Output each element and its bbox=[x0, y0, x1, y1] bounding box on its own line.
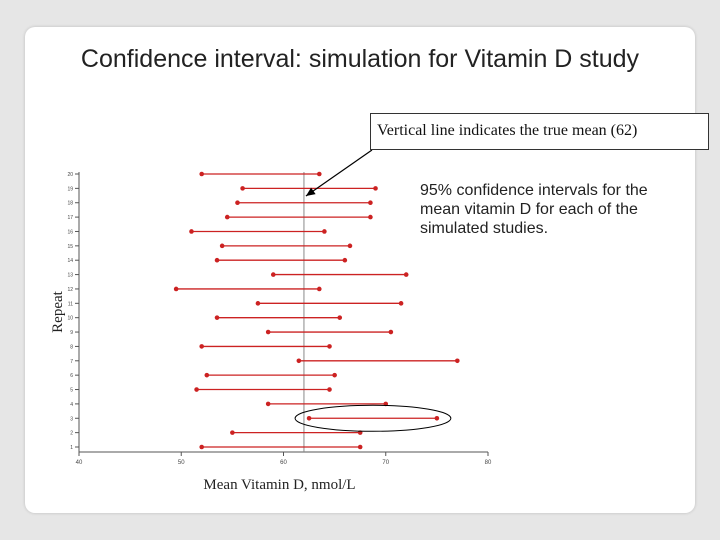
y-axis-label: Repeat bbox=[50, 290, 66, 332]
x-tick-label: 80 bbox=[485, 460, 492, 466]
chart-description: 95% confidence intervals for the mean vi… bbox=[420, 182, 648, 237]
interval-lower-point bbox=[214, 257, 220, 263]
y-tick-label: 15 bbox=[67, 244, 73, 250]
y-tick-label: 1 bbox=[70, 445, 73, 451]
callout-box: Vertical line indicates the true mean (6… bbox=[370, 113, 709, 150]
interval-lower-point bbox=[306, 415, 312, 421]
interval-upper-point bbox=[368, 214, 373, 220]
y-tick-label: 10 bbox=[67, 316, 73, 322]
x-ticks: 40 50 60 70 80 bbox=[76, 452, 492, 466]
interval-lower-point bbox=[265, 329, 271, 335]
y-tick-label: 19 bbox=[67, 186, 73, 192]
interval-lower-point bbox=[189, 229, 194, 234]
interval-lower-point bbox=[255, 301, 261, 306]
y-tick-label: 11 bbox=[68, 301, 73, 307]
interval-upper-point bbox=[347, 243, 353, 249]
interval-upper-point bbox=[403, 272, 409, 277]
y-tick-label: 18 bbox=[67, 201, 73, 207]
interval-lower-point bbox=[240, 186, 245, 191]
y-tick-label: 17 bbox=[67, 215, 73, 221]
y-tick-label: 14 bbox=[67, 258, 73, 264]
x-tick-label: 40 bbox=[76, 460, 83, 466]
interval-lower-point bbox=[219, 243, 225, 249]
x-axis-label: Mean Vitamin D, nmol/L bbox=[203, 477, 355, 493]
highlight-ellipse bbox=[294, 404, 452, 432]
y-tick-label: 16 bbox=[67, 229, 73, 235]
interval-lower-point bbox=[173, 286, 179, 292]
interval-lower-point bbox=[194, 387, 199, 392]
interval-upper-point bbox=[327, 344, 332, 349]
y-tick-label: 20 bbox=[67, 172, 73, 178]
interval-upper-point bbox=[316, 171, 322, 177]
interval-lower-point bbox=[224, 214, 230, 220]
x-tick-label: 70 bbox=[382, 460, 389, 466]
y-tick-label: 6 bbox=[70, 373, 73, 379]
y-tick-label: 2 bbox=[70, 431, 73, 437]
y-tick-label: 9 bbox=[70, 330, 73, 336]
interval-lower-point bbox=[270, 272, 276, 277]
callout-arrow bbox=[305, 149, 373, 197]
slide-title: Confidence interval: simulation for Vita… bbox=[80, 45, 640, 73]
y-ticks: 20 19 18 17 16 15 14 13 12 11 10 9 8 7 6 5 4 3 2 1 bbox=[67, 172, 79, 451]
interval-lower-point bbox=[214, 315, 220, 320]
interval-upper-point bbox=[322, 229, 327, 234]
y-tick-label: 3 bbox=[70, 416, 73, 422]
interval-lower-point bbox=[199, 344, 204, 349]
interval-lower-point bbox=[265, 401, 271, 407]
interval-upper-point bbox=[332, 372, 337, 378]
y-tick-label: 7 bbox=[70, 359, 73, 365]
interval-lower-point bbox=[230, 430, 235, 435]
interval-upper-point bbox=[327, 387, 332, 392]
interval-upper-point bbox=[342, 257, 348, 263]
interval-upper-point bbox=[337, 315, 343, 320]
y-tick-label: 4 bbox=[70, 402, 73, 408]
interval-upper-point bbox=[398, 301, 404, 306]
x-tick-label: 50 bbox=[178, 460, 185, 466]
interval-upper-point bbox=[316, 286, 322, 292]
interval-upper-point bbox=[373, 186, 378, 191]
interval-upper-point bbox=[368, 200, 373, 206]
y-tick-label: 8 bbox=[70, 344, 73, 350]
callout-arrow-head bbox=[305, 187, 316, 196]
interval-lower-point bbox=[296, 358, 302, 364]
y-tick-label: 12 bbox=[67, 287, 73, 293]
interval-series bbox=[173, 171, 460, 450]
x-tick-label: 60 bbox=[280, 460, 287, 466]
interval-lower-point bbox=[199, 444, 204, 450]
interval-upper-point bbox=[357, 444, 363, 450]
interval-lower-point bbox=[204, 372, 210, 378]
interval-upper-point bbox=[434, 415, 440, 421]
interval-lower-point bbox=[235, 200, 240, 206]
interval-upper-point bbox=[388, 329, 394, 335]
interval-upper-point bbox=[455, 358, 460, 364]
interval-lower-point bbox=[199, 171, 204, 177]
y-tick-label: 5 bbox=[70, 388, 73, 394]
y-tick-label: 13 bbox=[67, 273, 73, 279]
